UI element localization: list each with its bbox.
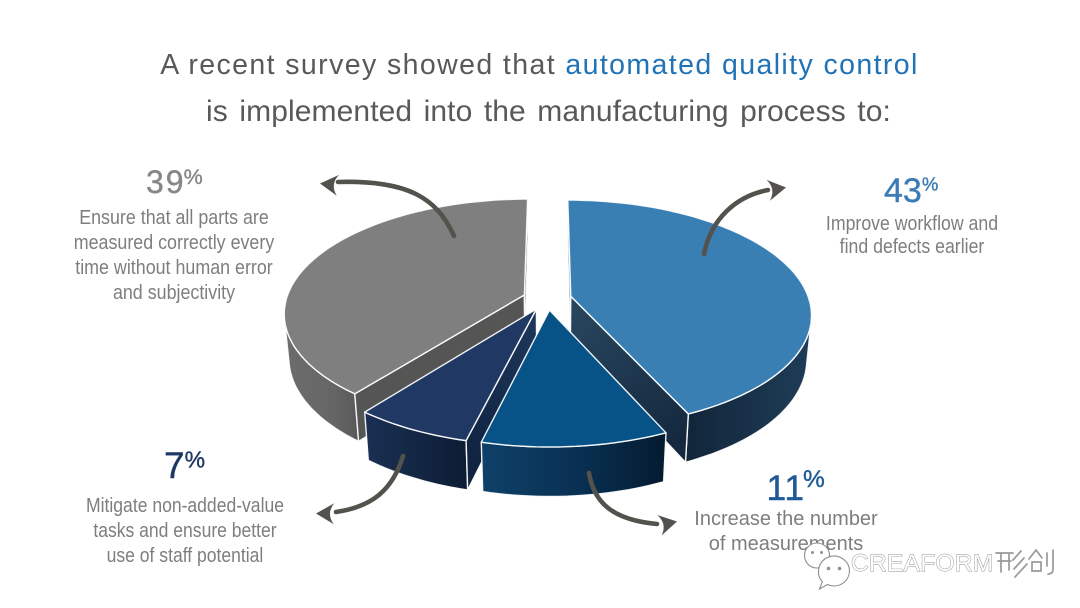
- svg-text:CREAFORM: CREAFORM: [851, 550, 994, 577]
